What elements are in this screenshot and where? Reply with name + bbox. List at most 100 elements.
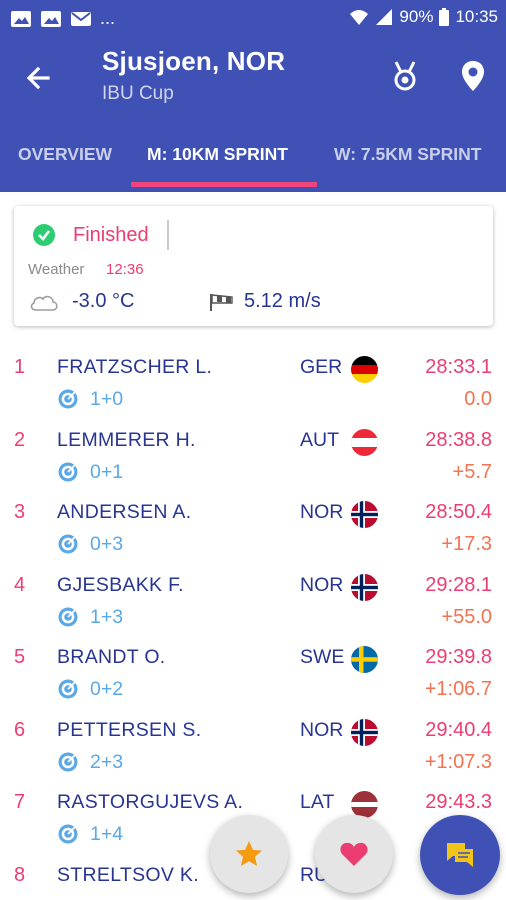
- medals-button[interactable]: [387, 58, 423, 94]
- like-button[interactable]: [315, 815, 393, 893]
- shooting-result: 0+3: [90, 533, 124, 555]
- rank: 2: [14, 428, 26, 451]
- photo-notification-icon: [41, 10, 61, 27]
- athlete-name: ANDERSEN A.: [57, 501, 192, 523]
- athlete-name: RASTORGUJEVS A.: [57, 791, 244, 813]
- tab-women-7-5km-sprint[interactable]: W: 7.5KM SPRINT: [334, 144, 482, 164]
- nation-code: LAT: [300, 791, 335, 813]
- race-status-card: Finished Weather 12:36 -3.0 °C 5.12 m/s: [14, 206, 493, 326]
- time-behind: 0.0: [464, 388, 492, 410]
- back-button[interactable]: [20, 58, 60, 98]
- nation-code: NOR: [300, 573, 344, 596]
- athlete-name: LEMMERER H.: [57, 428, 196, 451]
- flag-nor-icon: [351, 501, 378, 528]
- finish-time: 29:40.4: [425, 718, 492, 741]
- flag-nor-icon: [351, 718, 378, 746]
- active-tab-indicator: [131, 182, 317, 187]
- time-behind: +1:07.3: [424, 750, 492, 773]
- flag-lat-icon: [351, 791, 378, 818]
- battery-icon: [439, 8, 450, 26]
- shooting-result: 1+3: [90, 605, 124, 628]
- mail-notification-icon: [71, 11, 91, 26]
- medal-icon: [394, 61, 416, 91]
- flag-nor-icon: [351, 573, 378, 601]
- finish-time: 28:33.1: [425, 356, 492, 378]
- rank: 6: [14, 718, 26, 741]
- athlete-name: GJESBAKK F.: [57, 573, 184, 596]
- target-icon: [57, 533, 79, 555]
- event-tabs: OVERVIEW M: 10KM SPRINT W: 7.5KM SPRINT: [0, 136, 506, 192]
- race-status: Finished: [73, 224, 149, 246]
- shooting-result: 2+3: [90, 750, 124, 773]
- rank: 4: [14, 573, 26, 596]
- rank: 7: [14, 791, 26, 813]
- chat-icon: [447, 843, 473, 867]
- athlete-name: PETTERSEN S.: [57, 718, 202, 741]
- heart-icon: [340, 842, 368, 866]
- finish-time: 29:28.1: [425, 573, 492, 596]
- athlete-name: FRATZSCHER L.: [57, 356, 213, 378]
- flag-aut-icon: [351, 428, 378, 456]
- weather-time: 12:36: [106, 261, 144, 278]
- shooting-result: 0+2: [90, 678, 124, 700]
- shooting-result: 1+4: [90, 823, 124, 845]
- result-row[interactable]: 1 FRATZSCHER L. 1+0 GER 28:33.1 0.0: [0, 344, 506, 417]
- system-status: 90% 10:35: [349, 7, 498, 27]
- cloud-icon: [30, 295, 58, 311]
- result-row[interactable]: 7 RASTORGUJEVS A. 1+4 LAT 29:43.3: [0, 779, 506, 852]
- page-subtitle: IBU Cup: [102, 83, 174, 104]
- athlete-name: STRELTSOV K.: [57, 863, 199, 886]
- status-bar: ... 90% 10:35: [0, 0, 506, 36]
- target-icon: [57, 678, 79, 700]
- finish-time: 29:43.3: [425, 791, 492, 813]
- rank: 3: [14, 501, 26, 523]
- time-behind: +55.0: [441, 605, 492, 628]
- favorites-button[interactable]: [210, 815, 288, 893]
- nation-code: GER: [300, 356, 343, 378]
- check-icon: [38, 230, 51, 241]
- result-row[interactable]: 4 GJESBAKK F. 1+3 NOR 29:28.1 +55.0: [0, 562, 506, 635]
- location-button[interactable]: [455, 58, 491, 94]
- chat-button[interactable]: [420, 815, 500, 895]
- target-icon: [57, 388, 79, 410]
- battery-percent: 90%: [399, 7, 434, 26]
- star-icon: [236, 841, 262, 866]
- target-icon: [57, 461, 79, 483]
- nation-code: AUT: [300, 428, 339, 451]
- divider: [167, 220, 169, 250]
- more-notifications: ...: [100, 8, 116, 28]
- result-row[interactable]: 2 LEMMERER H. 0+1 AUT 28:38.8 +5.7: [0, 417, 506, 490]
- flag-swe-icon: [351, 646, 378, 673]
- flag-ger-icon: [351, 356, 378, 383]
- temperature: -3.0 °C: [72, 290, 135, 312]
- weather-label: Weather: [28, 261, 85, 278]
- clock: 10:35: [455, 7, 498, 26]
- time-behind: +5.7: [452, 460, 492, 483]
- shooting-result: 0+1: [90, 460, 124, 483]
- signal-icon: [376, 9, 393, 25]
- finished-status-dot: [33, 224, 55, 246]
- page-title: Sjusjoen, NOR: [102, 46, 286, 76]
- time-behind: +1:06.7: [424, 678, 492, 700]
- athlete-name: BRANDT O.: [57, 646, 166, 668]
- nation-code: SWE: [300, 646, 345, 668]
- app-bar: Sjusjoen, NOR IBU Cup OVERVIEW M: 10KM S…: [0, 36, 506, 192]
- wind-flag-icon: [210, 294, 233, 311]
- rank: 8: [14, 863, 26, 886]
- time-behind: +17.3: [441, 533, 492, 555]
- wind-speed: 5.12 m/s: [244, 290, 321, 312]
- finish-time: 28:50.4: [425, 501, 492, 523]
- result-row[interactable]: 6 PETTERSEN S. 2+3 NOR 29:40.4 +1:07.3: [0, 707, 506, 780]
- wifi-icon: [350, 10, 369, 25]
- tab-overview[interactable]: OVERVIEW: [18, 144, 113, 164]
- nation-code: NOR: [300, 718, 344, 741]
- result-row[interactable]: 3 ANDERSEN A. 0+3 NOR 28:50.4 +17.3: [0, 489, 506, 562]
- location-pin-icon: [462, 61, 484, 91]
- result-row[interactable]: 5 BRANDT O. 0+2 SWE 29:39.8 +1:06.7: [0, 634, 506, 707]
- tab-men-10km-sprint[interactable]: M: 10KM SPRINT: [147, 144, 288, 164]
- finish-time: 29:39.8: [425, 646, 492, 668]
- rank: 1: [14, 356, 26, 378]
- finish-time: 28:38.8: [425, 428, 492, 451]
- shooting-result: 1+0: [90, 388, 124, 410]
- back-arrow-icon: [26, 66, 50, 90]
